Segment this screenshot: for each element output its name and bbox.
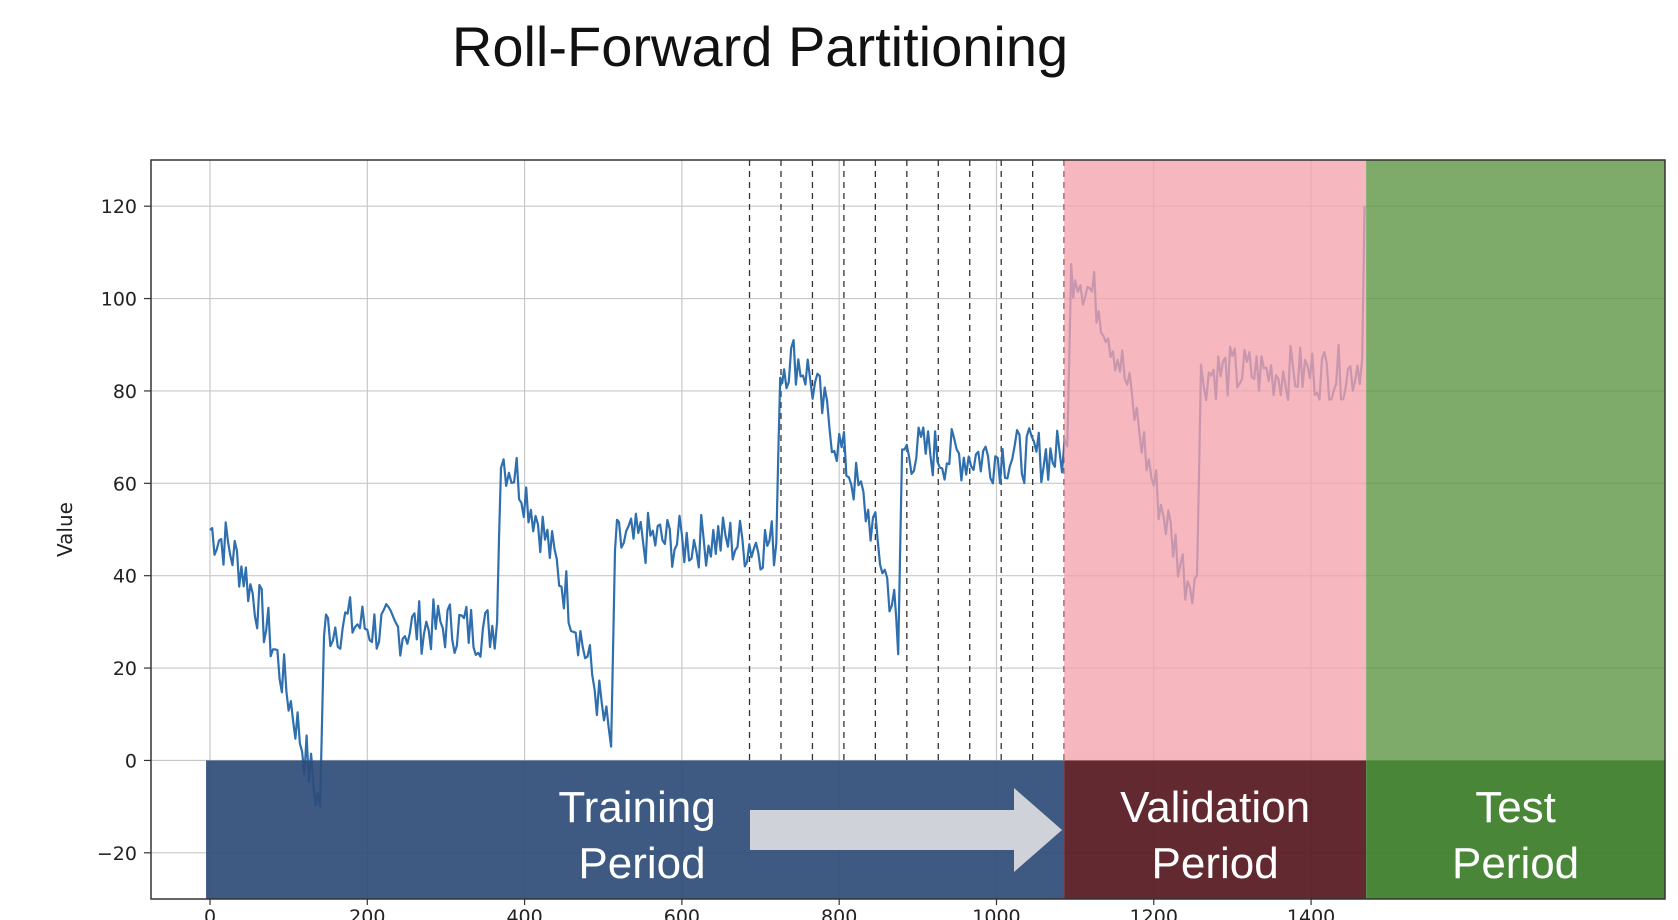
- x-tick-label: 1400: [1287, 906, 1335, 920]
- roll-forward-markers: [748, 160, 1065, 761]
- period-labels: Training Period Validation Period Test P…: [558, 783, 1579, 888]
- training-label-line2: Period: [578, 839, 705, 888]
- period-bands: [1064, 160, 1665, 761]
- roll-forward-arrow-icon: [750, 788, 1062, 872]
- validation-period-box: [1064, 760, 1367, 899]
- slide-title: Roll-Forward Partitioning: [451, 15, 1069, 78]
- y-tick-label: 120: [101, 196, 137, 218]
- y-tick-label: 20: [113, 658, 137, 680]
- y-tick-label: 40: [113, 566, 137, 588]
- x-tick-label: 1000: [972, 906, 1020, 920]
- period-boxes: [206, 760, 1665, 899]
- validation-band: [1064, 160, 1367, 761]
- plot-frame: [150, 159, 1666, 900]
- x-tick-label: 0: [204, 906, 216, 920]
- x-tick-label: 600: [664, 906, 700, 920]
- y-axis-title: Value: [53, 502, 77, 557]
- x-tick-label: 800: [821, 906, 857, 920]
- test-band: [1366, 160, 1665, 761]
- y-tick-label: 100: [101, 289, 137, 311]
- training-label-line1: Training: [558, 783, 715, 832]
- validation-label-line2: Period: [1152, 839, 1279, 888]
- test-label-line1: Test: [1475, 783, 1556, 832]
- x-tick-label: 200: [349, 906, 385, 920]
- test-period-box: [1366, 760, 1665, 899]
- x-tick-label: 400: [506, 906, 542, 920]
- y-tick-label: −20: [97, 843, 137, 865]
- y-tick-label: 60: [113, 473, 137, 495]
- x-tick-label: 1200: [1130, 906, 1178, 920]
- validation-label-line1: Validation: [1120, 783, 1310, 832]
- y-tick-label: 80: [113, 381, 137, 403]
- test-label-line2: Period: [1452, 839, 1579, 888]
- y-tick-label: 0: [125, 750, 137, 772]
